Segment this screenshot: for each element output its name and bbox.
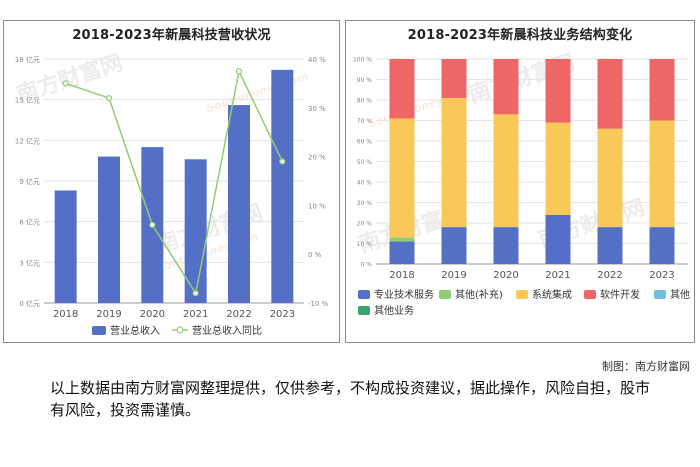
yoy-point xyxy=(105,94,113,102)
stack-segment xyxy=(389,237,415,242)
legend-swatch xyxy=(358,290,370,299)
y-tick-label: 90 % xyxy=(357,77,373,84)
stack-segment xyxy=(545,214,571,264)
stack-segment xyxy=(441,97,467,228)
stack-segment xyxy=(597,227,623,264)
legend-swatch xyxy=(92,326,106,335)
yoy-point xyxy=(149,221,156,229)
legend-swatch xyxy=(439,290,451,299)
legend-swatch xyxy=(584,290,596,299)
y2-tick-label: 10 % xyxy=(308,202,326,210)
y-tick-label: 60 % xyxy=(357,139,373,146)
legend-swatch xyxy=(654,290,666,299)
stack-segment xyxy=(649,59,675,121)
y2-tick-label: -10 % xyxy=(308,300,329,308)
legend-label: 其他业务 xyxy=(374,304,414,317)
y-tick-label: 15 亿元 xyxy=(15,96,40,105)
legend-label: 其他(补充) xyxy=(455,288,503,301)
x-tick-label: 2018 xyxy=(53,309,78,320)
x-tick-label: 2021 xyxy=(183,309,208,320)
stack-segment xyxy=(597,59,623,129)
y-tick-label: 12 亿元 xyxy=(15,136,40,145)
y-tick-label: 0 亿元 xyxy=(19,299,40,308)
y2-tick-label: 30 % xyxy=(308,105,326,113)
x-tick-label: 2018 xyxy=(389,270,414,281)
stack-segment xyxy=(649,227,675,264)
x-tick-label: 2023 xyxy=(270,309,295,320)
y-tick-label: 50 % xyxy=(357,159,373,166)
y2-tick-label: 0 % xyxy=(308,251,322,259)
y2-tick-label: 40 % xyxy=(308,56,326,64)
x-tick-label: 2019 xyxy=(441,270,466,281)
chart-title: 2018-2023年新晨科技业务结构变化 xyxy=(407,28,633,43)
x-tick-label: 2019 xyxy=(96,309,121,320)
revenue-bar xyxy=(228,105,250,303)
legend-swatch xyxy=(176,326,184,334)
y-tick-label: 9 亿元 xyxy=(19,177,40,186)
yoy-line xyxy=(65,68,284,296)
stack-segment xyxy=(389,59,415,119)
x-tick-label: 2021 xyxy=(545,270,570,281)
yoy-point xyxy=(235,68,243,75)
y-tick-label: 80 % xyxy=(357,98,373,105)
legend-label: 软件开发 xyxy=(600,288,640,301)
stack-segment xyxy=(493,59,519,115)
y2-tick-label: 20 % xyxy=(308,154,326,162)
revenue-chart: 0 亿元 3 亿元 6 亿元 9 亿元 12 亿元 15 亿元 18 亿元 -10 % 0 % 1… xyxy=(15,55,329,337)
legend-label: 专业技术服务 xyxy=(374,288,434,301)
x-tick-label: 2020 xyxy=(493,270,518,281)
x-tick-label: 2022 xyxy=(597,270,622,281)
y-tick-label: 30 % xyxy=(357,200,373,207)
business-structure-chart-panel: 南方财富网 南方财富网 南方财富网 Southmoney.com 2018-20… xyxy=(345,20,695,343)
y-tick-label: 3 亿元 xyxy=(19,258,40,267)
legend-label: 系统集成 xyxy=(532,288,572,301)
stack-segment xyxy=(493,227,519,264)
revenue-bar xyxy=(271,69,294,303)
legend-swatch xyxy=(358,306,370,315)
legend-label: 其他 xyxy=(670,288,690,301)
legend-swatch xyxy=(516,290,528,299)
disclaimer-text: 以上数据由南方财富网整理提供，仅供参考，不构成投资建议，据此操作，风险自担，股市… xyxy=(50,379,651,419)
x-tick-label: 2022 xyxy=(226,309,251,320)
yoy-point xyxy=(62,80,69,87)
business-structure-chart: 0 % 10 % 20 % 30 % 40 % 50 % 60 % 70 % 80 % 90 % 1… xyxy=(353,57,690,318)
y-tick-label: 70 % xyxy=(357,118,373,125)
revenue-bar xyxy=(54,190,77,303)
stack-segment xyxy=(493,114,519,228)
credit-text: 制图：南方财富网 xyxy=(602,360,690,373)
legend-label: 营业总收入同比 xyxy=(192,324,262,337)
revenue-bar xyxy=(98,156,120,303)
stack-segment xyxy=(545,59,571,123)
stack-segment xyxy=(389,118,415,238)
y-tick-label: 20 % xyxy=(357,221,373,228)
stack-segment xyxy=(545,122,571,215)
stack-segment xyxy=(441,227,467,264)
y-tick-label: 100 % xyxy=(353,57,372,64)
chart-title: 2018-2023年新晨科技营收状况 xyxy=(72,28,271,43)
yoy-point xyxy=(279,158,286,165)
y-tick-label: 40 % xyxy=(357,180,373,187)
y-tick-label: 6 亿元 xyxy=(19,218,40,227)
stack-segment xyxy=(597,128,623,228)
x-tick-label: 2023 xyxy=(649,270,674,281)
x-tick-label: 2020 xyxy=(140,309,165,320)
legend-label: 营业总收入 xyxy=(110,324,160,337)
y-tick-label: 18 亿元 xyxy=(15,55,40,64)
y-tick-label: 0 % xyxy=(361,262,373,269)
yoy-point xyxy=(192,290,199,297)
revenue-chart-panel: 南方财富网 南方财富网 Southmoney.com Southmoney.co… xyxy=(3,20,340,343)
stack-segment xyxy=(441,59,467,98)
y-tick-label: 10 % xyxy=(357,241,373,248)
stack-segment xyxy=(389,241,415,264)
stack-segment xyxy=(649,120,675,228)
